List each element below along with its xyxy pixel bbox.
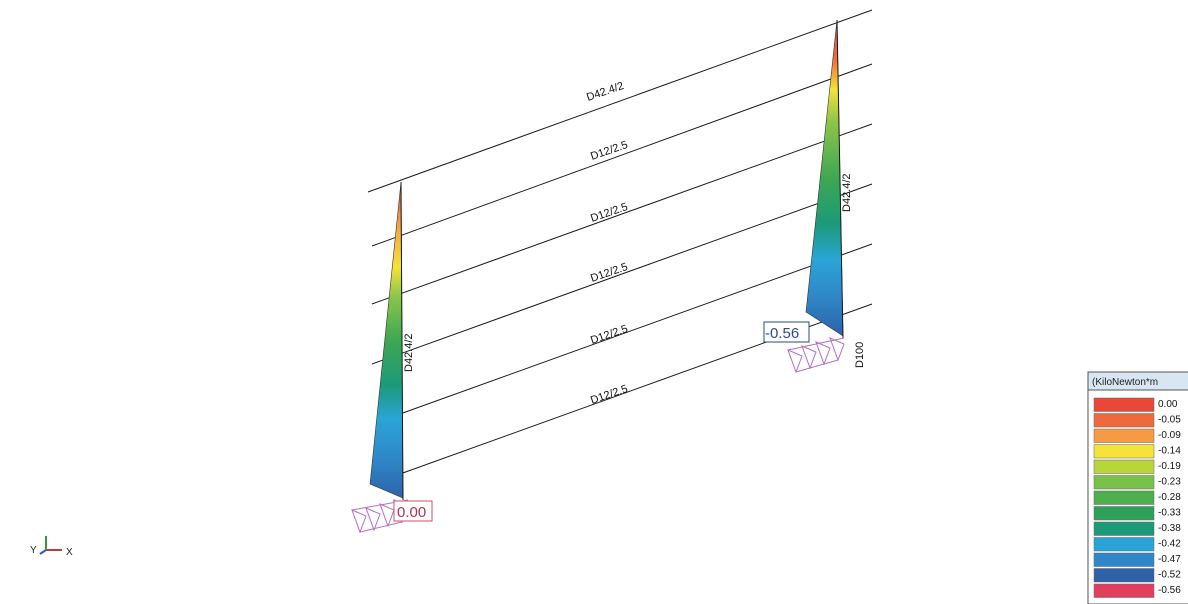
- horizontal-label-6: D12/2.5: [589, 383, 629, 407]
- horizontal-member-labels: D42.4/2 D12/2.5 D12/2.5 D12/2.5 D12/2.5 …: [585, 80, 629, 407]
- legend-value: -0.23: [1158, 477, 1181, 488]
- right-base-label: D100: [854, 342, 866, 368]
- axis-triad: Y X: [30, 536, 73, 558]
- right-support[interactable]: [787, 337, 845, 374]
- legend-swatch: [1093, 537, 1155, 552]
- legend-swatch: [1093, 521, 1155, 536]
- legend-swatch: [1093, 552, 1155, 567]
- left-value-box[interactable]: 0.00: [393, 500, 433, 522]
- horizontal-label-3: D12/2.5: [589, 201, 629, 225]
- legend-value: -0.19: [1158, 461, 1181, 472]
- legend-value: -0.42: [1158, 539, 1181, 550]
- right-base-value: -0.56: [765, 325, 799, 342]
- left-column-label: D42.4/2: [403, 333, 415, 372]
- legend-entries: 0.00 -0.05 -0.09 -0.14 -0.19 -0.23 -0.28 -0.33 -…: [1093, 397, 1181, 598]
- horizontal-label-5: D12/2.5: [589, 323, 629, 347]
- left-base-value: 0.00: [397, 504, 426, 521]
- legend-value: -0.05: [1158, 415, 1181, 426]
- legend-value: -0.38: [1158, 523, 1181, 534]
- contour-legend[interactable]: (KiloNewton*m 0.00 -0.05 -0.09 -0.14 -0.19 -0…: [1087, 371, 1188, 604]
- legend-swatch: [1093, 459, 1155, 474]
- right-column-axis: [836, 19, 844, 339]
- right-column[interactable]: D42.4/2 D100: [805, 19, 866, 368]
- legend-value: -0.52: [1158, 570, 1181, 581]
- horizontal-member-1[interactable]: [367, 9, 873, 193]
- legend-value: -0.28: [1158, 492, 1181, 503]
- horizontal-label-1: D42.4/2: [585, 80, 625, 104]
- axis-x-label: X: [66, 547, 73, 558]
- legend-swatch: [1093, 490, 1155, 505]
- legend-value: -0.47: [1158, 554, 1181, 565]
- horizontal-member-3[interactable]: [371, 123, 873, 305]
- horizontal-label-4: D12/2.5: [589, 261, 629, 285]
- legend-value: -0.33: [1158, 508, 1181, 519]
- left-column-axis: [400, 181, 404, 501]
- left-column[interactable]: D42.4/2: [369, 181, 415, 501]
- right-column-label: D42.4/2: [841, 173, 853, 212]
- legend-swatch: [1093, 506, 1155, 521]
- legend-swatch: [1093, 397, 1155, 412]
- horizontal-members: [367, 9, 873, 475]
- horizontal-member-5[interactable]: [399, 243, 873, 415]
- legend-value: -0.56: [1158, 585, 1181, 596]
- legend-value: -0.14: [1158, 446, 1181, 457]
- legend-swatch: [1093, 444, 1155, 459]
- legend-title: (KiloNewton*m: [1092, 377, 1158, 388]
- legend-swatch: [1093, 583, 1155, 598]
- left-moment-diagram[interactable]: [369, 181, 404, 499]
- legend-swatch: [1093, 475, 1155, 490]
- legend-value: 0.00: [1158, 399, 1178, 410]
- horizontal-member-4[interactable]: [371, 183, 873, 365]
- legend-value: -0.09: [1158, 430, 1181, 441]
- legend-swatch: [1093, 428, 1155, 443]
- horizontal-member-2[interactable]: [371, 63, 873, 247]
- right-value-box[interactable]: -0.56: [763, 321, 810, 343]
- legend-swatch: [1093, 568, 1155, 583]
- axis-y-label: Y: [30, 545, 37, 556]
- legend-swatch: [1093, 413, 1155, 428]
- left-support[interactable]: [351, 499, 409, 534]
